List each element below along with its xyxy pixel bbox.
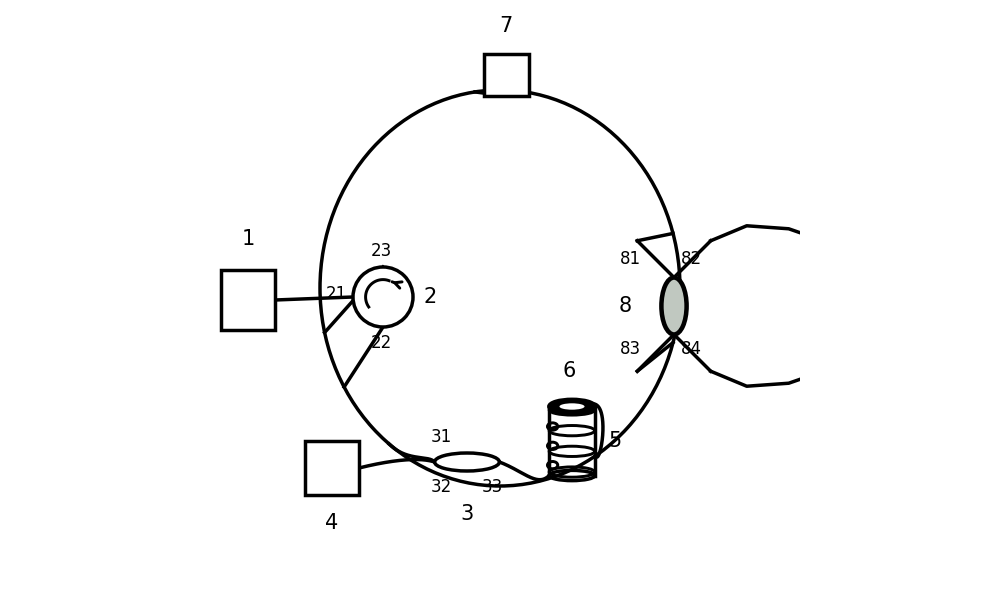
Bar	[305, 441, 359, 495]
Text: 5: 5	[608, 431, 621, 451]
Text: 8: 8	[618, 296, 631, 316]
Text: 6: 6	[562, 361, 576, 382]
Bar	[221, 270, 275, 330]
Text: 22: 22	[371, 334, 392, 352]
Text: 2: 2	[424, 287, 437, 307]
Text: 1: 1	[241, 229, 255, 249]
Text: 32: 32	[431, 478, 452, 496]
Text: 81: 81	[620, 251, 641, 269]
Bar	[484, 54, 528, 96]
Text: 21: 21	[326, 285, 347, 303]
Text: 31: 31	[431, 428, 452, 446]
Text: 23: 23	[371, 242, 392, 260]
Text: 82: 82	[681, 251, 702, 269]
Ellipse shape	[549, 400, 595, 413]
Text: 7: 7	[499, 16, 513, 36]
Ellipse shape	[435, 453, 499, 471]
Text: 83: 83	[620, 340, 641, 358]
Text: 4: 4	[325, 513, 339, 533]
Circle shape	[353, 267, 413, 327]
Ellipse shape	[661, 277, 687, 335]
Text: 3: 3	[460, 504, 474, 524]
Text: 33: 33	[482, 478, 503, 496]
Ellipse shape	[559, 403, 585, 410]
Text: 84: 84	[681, 340, 702, 358]
